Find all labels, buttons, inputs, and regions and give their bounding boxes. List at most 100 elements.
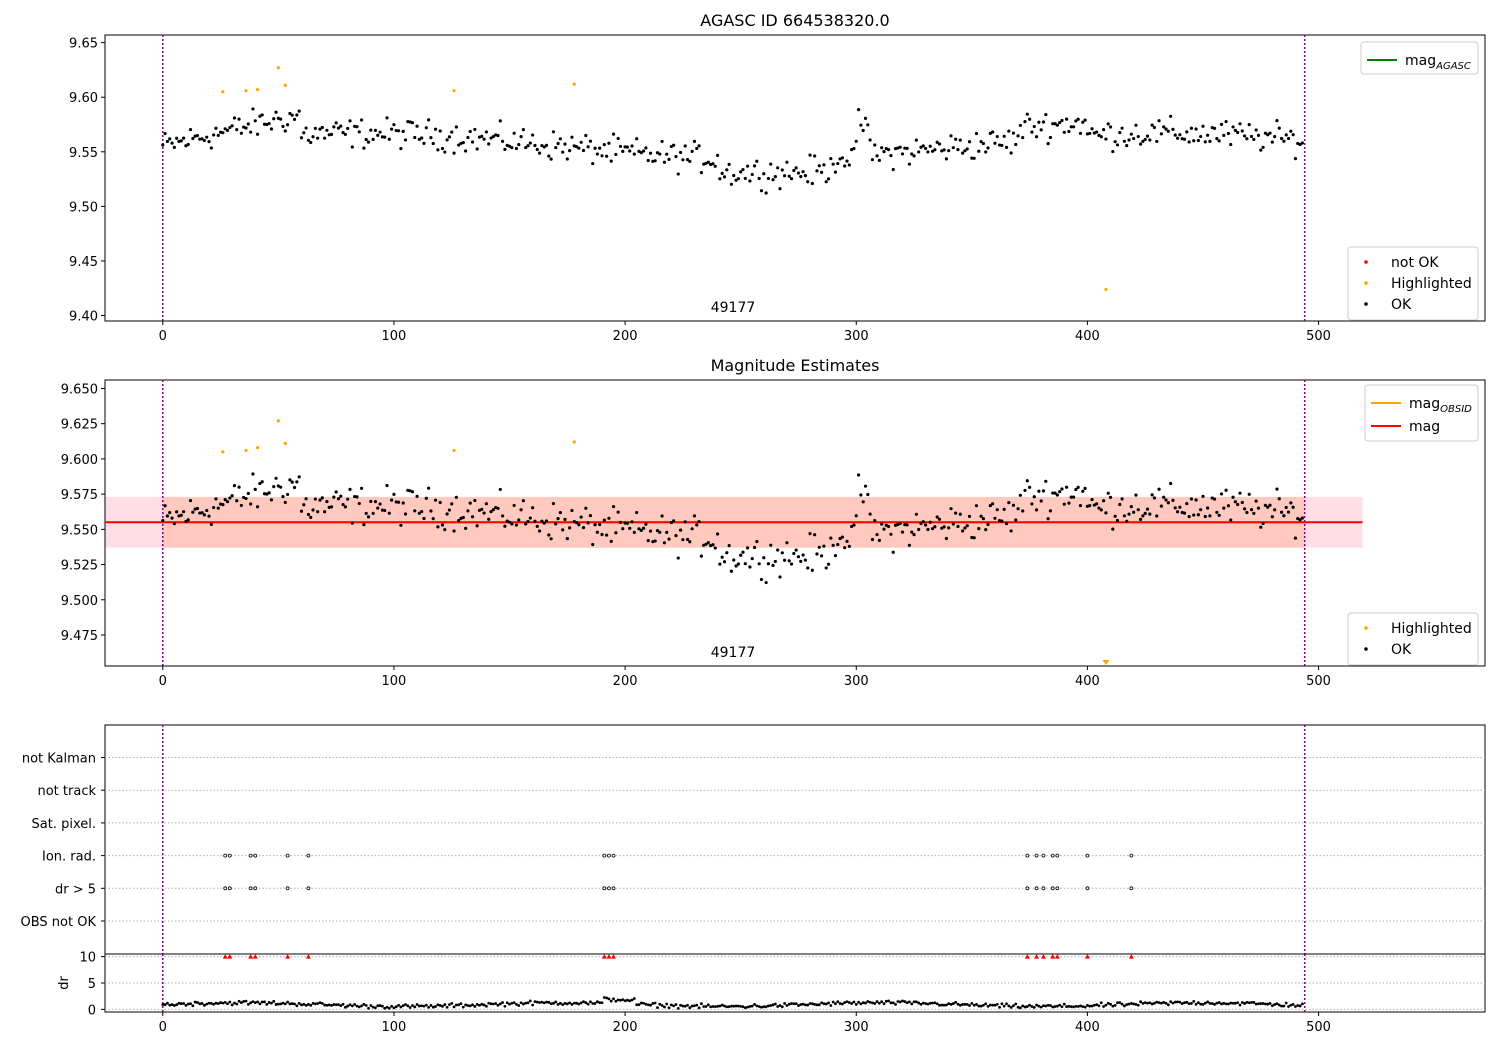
agasc-ok-point bbox=[1148, 138, 1152, 142]
dr-point bbox=[861, 1001, 865, 1005]
agasc-ok-point bbox=[854, 139, 858, 143]
agasc-ok-point bbox=[695, 146, 699, 151]
dr-point bbox=[417, 1004, 421, 1008]
dr-point bbox=[274, 1003, 278, 1006]
agasc-highlighted-point bbox=[221, 90, 225, 94]
dr-point bbox=[505, 1001, 509, 1005]
magnitude-ok-point bbox=[457, 519, 461, 523]
agasc-ok-point bbox=[806, 180, 810, 184]
dr-flag-marker bbox=[285, 954, 291, 959]
agasc-ytick-label: 9.60 bbox=[69, 91, 98, 106]
dr-point bbox=[639, 1001, 643, 1005]
magnitude-ok-point bbox=[799, 559, 803, 564]
dr-point bbox=[253, 1001, 257, 1005]
dr-flag-marker bbox=[601, 954, 607, 959]
agasc-ok-point bbox=[339, 124, 343, 128]
dr-point bbox=[626, 998, 629, 1002]
agasc-ok-point bbox=[595, 152, 599, 156]
flag-point bbox=[223, 886, 228, 891]
dr-point bbox=[577, 1002, 581, 1006]
agasc-ok-point bbox=[1175, 136, 1180, 140]
agasc-ok-point bbox=[584, 133, 588, 138]
dr-point bbox=[732, 1004, 736, 1008]
magnitude-ok-point bbox=[371, 511, 375, 515]
agasc-ok-point bbox=[1067, 129, 1071, 134]
dr-point bbox=[871, 1001, 874, 1005]
agasc-ok-point bbox=[1208, 139, 1212, 143]
magnitude-ok-point bbox=[468, 501, 472, 505]
agasc-ok-point bbox=[279, 117, 283, 121]
magnitude-ok-point bbox=[269, 498, 274, 502]
dr-point bbox=[1127, 1002, 1131, 1006]
dr-point bbox=[1153, 1001, 1156, 1005]
magnitude-ok-point bbox=[1046, 517, 1050, 521]
dr-point bbox=[602, 996, 606, 999]
agasc-ok-point bbox=[1196, 138, 1200, 143]
agasc-ok-point bbox=[648, 151, 653, 155]
magnitude-ok-point bbox=[1208, 514, 1212, 518]
dr-point bbox=[235, 1002, 239, 1006]
agasc-ok-point bbox=[1289, 129, 1293, 133]
magnitude-ok-point bbox=[249, 502, 253, 506]
agasc-ok-point bbox=[914, 138, 918, 142]
agasc-ok-point bbox=[815, 169, 819, 173]
dr-point bbox=[371, 1005, 375, 1009]
dr-point bbox=[420, 1004, 424, 1008]
dr-point bbox=[471, 1003, 474, 1007]
agasc-ok-point bbox=[316, 136, 320, 140]
agasc-ok-point bbox=[473, 127, 477, 132]
agasc-ok-point bbox=[960, 151, 965, 155]
dr-point bbox=[344, 1005, 347, 1009]
agasc-ok-point bbox=[1206, 133, 1210, 137]
magnitude-ok-point bbox=[223, 498, 227, 502]
agasc-ok-point bbox=[537, 151, 542, 155]
agasc-ok-point bbox=[1009, 151, 1013, 155]
agasc-ok-point bbox=[378, 130, 382, 134]
agasc-ok-point bbox=[195, 134, 200, 138]
agasc-ok-point bbox=[870, 158, 875, 162]
dr-point bbox=[454, 1003, 458, 1007]
magnitude-ok-point bbox=[175, 510, 179, 514]
dr-point bbox=[716, 1004, 719, 1008]
agasc-ok-point bbox=[484, 130, 489, 134]
dr-point bbox=[1261, 1002, 1265, 1005]
agasc-ok-point bbox=[917, 150, 921, 154]
agasc-ok-point bbox=[605, 154, 609, 158]
dr-point bbox=[357, 1005, 361, 1009]
agasc-ok-point bbox=[355, 125, 359, 129]
agasc-ok-point bbox=[958, 138, 962, 142]
magnitude-ok-point bbox=[695, 523, 699, 527]
magnitude-ok-point bbox=[1282, 514, 1286, 518]
agasc-ok-point bbox=[1069, 125, 1073, 129]
flag-row-label: Sat. pixel. bbox=[32, 817, 96, 832]
magnitude-ok-point bbox=[304, 497, 308, 501]
magnitude-ytick-label: 9.625 bbox=[61, 418, 98, 433]
agasc-ok-point bbox=[1261, 145, 1265, 149]
dr-point bbox=[200, 1002, 204, 1005]
legend-point-swatch bbox=[1364, 260, 1368, 264]
magnitude-ok-point bbox=[221, 503, 225, 507]
agasc-ok-point bbox=[718, 177, 722, 181]
dr-point bbox=[281, 1001, 285, 1005]
agasc-ok-point bbox=[188, 127, 193, 132]
magnitude-ok-point bbox=[517, 518, 521, 522]
dr-point bbox=[852, 1000, 856, 1004]
agasc-ok-point bbox=[1138, 142, 1143, 146]
dr-point bbox=[850, 1002, 854, 1005]
agasc-ytick-label: 9.55 bbox=[69, 146, 98, 161]
dr-point bbox=[552, 1001, 555, 1005]
magnitude-ok-point bbox=[163, 504, 167, 508]
flag-point bbox=[611, 853, 616, 858]
agasc-ok-point bbox=[810, 181, 814, 186]
agasc-ok-point bbox=[549, 157, 553, 161]
agasc-ok-point bbox=[320, 125, 324, 130]
magnitude-ytick-label: 9.475 bbox=[61, 629, 98, 644]
dr-point bbox=[815, 1003, 819, 1007]
agasc-ok-point bbox=[1268, 131, 1272, 135]
magnitude-ok-point bbox=[1236, 502, 1240, 507]
agasc-ok-point bbox=[1016, 134, 1020, 138]
magnitude-ok-point bbox=[496, 506, 500, 510]
magnitude-ok-point bbox=[473, 498, 477, 503]
dr-point bbox=[838, 1002, 842, 1005]
agasc-ok-point bbox=[480, 134, 484, 138]
